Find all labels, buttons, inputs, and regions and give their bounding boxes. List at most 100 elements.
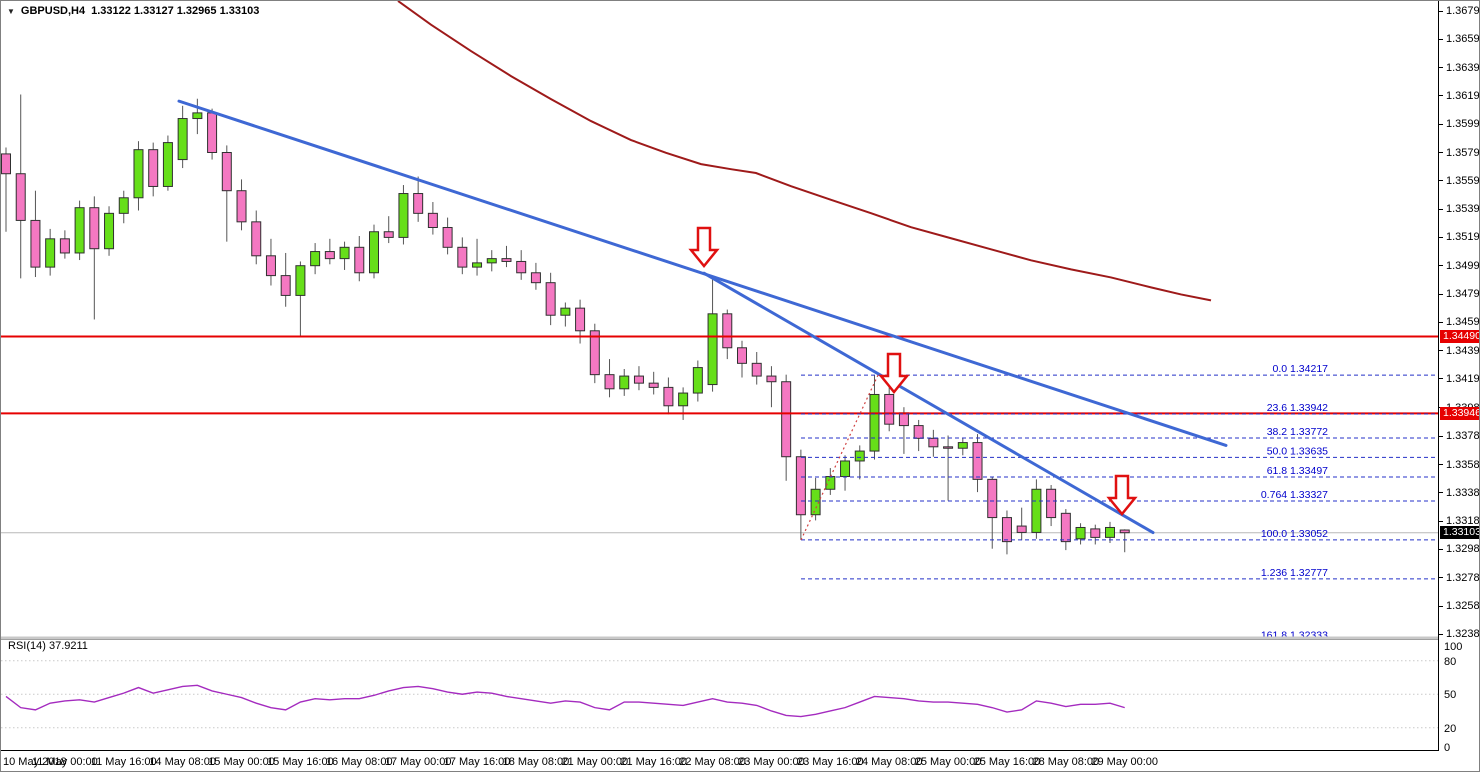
- candlestick-series: [1, 94, 1130, 555]
- price-tick-label: 1.35190: [1446, 231, 1480, 244]
- fib-level-label: 100.0 1.33052: [1261, 528, 1328, 540]
- price-tick-mark: [1439, 548, 1443, 550]
- rsi-tick-label: 100: [1444, 641, 1463, 653]
- bear-candle: [15, 173, 26, 221]
- price-tick-label: 1.32385: [1446, 628, 1480, 641]
- bear-candle: [236, 190, 247, 223]
- price-tick-mark: [1439, 265, 1443, 267]
- time-tick-label: 22 May 08:00: [679, 756, 746, 768]
- time-tick-label: 23 May 16:00: [796, 756, 864, 768]
- bear-candle: [604, 374, 615, 390]
- price-tick-label: 1.33785: [1446, 430, 1480, 443]
- chart-canvas: 0.0 1.34217 23.6 1.33942 38.2 1.33772 50.0 …: [1, 1, 1438, 755]
- price-tick-mark: [1439, 180, 1443, 182]
- trendline[interactable]: [702, 271, 1155, 535]
- bull-candle: [486, 258, 497, 264]
- bull-candle: [678, 392, 689, 407]
- main-chart-pane: [1, 1, 1438, 580]
- bear-candle: [501, 258, 512, 262]
- time-tick-label: 10 May 2018: [3, 756, 67, 768]
- bull-candle: [1105, 526, 1115, 538]
- bear-candle: [648, 382, 659, 388]
- bear-candle: [1, 153, 11, 175]
- bear-candle: [30, 219, 41, 268]
- price-tick-mark: [1439, 492, 1443, 494]
- rsi-tick-label: 0: [1444, 742, 1451, 754]
- bull-candle: [707, 313, 718, 386]
- price-tick-label: 1.36590: [1446, 33, 1480, 46]
- bear-candle: [663, 386, 674, 407]
- price-tick-mark: [1439, 577, 1443, 579]
- time-tick-label: 21 May 00:00: [561, 756, 629, 768]
- rsi-line: [5, 684, 1125, 718]
- bear-candle: [722, 313, 733, 349]
- price-tick-label: 1.32585: [1446, 600, 1480, 612]
- price-tick-mark: [1439, 321, 1443, 323]
- fib-anchor-line[interactable]: [800, 374, 879, 541]
- price-tick-mark: [1439, 435, 1443, 437]
- bear-candle: [884, 393, 895, 425]
- bear-candle: [530, 272, 541, 284]
- price-tick-mark: [1439, 123, 1443, 125]
- bear-candle: [575, 307, 586, 332]
- symbol-dropdown-icon[interactable]: ▼: [7, 6, 15, 16]
- bull-candle: [840, 460, 851, 478]
- bear-candle: [1046, 488, 1057, 519]
- bear-candle: [383, 231, 394, 238]
- price-tick-label: 1.32985: [1446, 543, 1480, 556]
- trendline[interactable]: [177, 99, 1228, 447]
- time-tick-label: 18 May 08:00: [502, 756, 570, 768]
- bear-candle: [251, 221, 262, 257]
- bear-candle: [221, 152, 232, 192]
- bear-candle: [987, 478, 998, 519]
- price-tick-label: 1.33385: [1446, 486, 1480, 499]
- price-axis: 1.36790 1.36590 1.36390 1.36190 1.35990 1.357…: [1438, 1, 1480, 754]
- rsi-tick-label: 20: [1444, 722, 1457, 735]
- bear-candle: [1016, 525, 1027, 533]
- price-tick-label: 1.34990: [1446, 259, 1480, 272]
- bull-candle: [810, 488, 821, 516]
- bull-candle: [869, 393, 880, 452]
- signal-down-arrow[interactable]: [688, 226, 720, 268]
- time-tick-label: 16 May 08:00: [325, 756, 393, 768]
- pane-splitter[interactable]: [1, 636, 1438, 640]
- bear-candle: [457, 246, 468, 268]
- fib-level-label: 23.6 1.33942: [1267, 402, 1328, 414]
- bear-candle: [265, 255, 276, 277]
- price-tick-mark: [1439, 633, 1443, 635]
- bear-candle: [207, 112, 218, 153]
- price-tick-mark: [1439, 350, 1443, 352]
- bull-candle: [1075, 526, 1086, 540]
- time-tick-label: 14 May 08:00: [149, 756, 216, 768]
- bull-candle: [45, 238, 56, 268]
- bear-candle: [1001, 517, 1012, 543]
- bear-candle: [354, 246, 365, 274]
- bear-candle: [1090, 528, 1101, 538]
- bear-candle: [413, 193, 424, 214]
- price-tick-label: 1.35590: [1446, 174, 1480, 187]
- price-tick-label: 1.34590: [1446, 316, 1480, 329]
- bear-candle: [795, 456, 806, 516]
- bear-candle: [781, 381, 792, 458]
- bear-candle: [545, 282, 556, 316]
- bear-candle: [913, 425, 924, 439]
- bear-candle: [59, 238, 70, 254]
- price-tick-label: 1.33585: [1446, 458, 1480, 471]
- chart-title: ▼ GBPUSD,H4 1.33122 1.33127 1.32965 1.33…: [7, 5, 259, 17]
- bear-candle: [89, 207, 100, 250]
- signal-down-arrow[interactable]: [1106, 474, 1138, 516]
- price-tick-label: 1.33185: [1446, 515, 1480, 528]
- signal-down-arrow[interactable]: [878, 352, 910, 394]
- bull-candle: [177, 118, 188, 161]
- bull-candle: [1031, 488, 1042, 533]
- bull-candle: [192, 112, 203, 120]
- time-tick-label: 17 May 00:00: [384, 756, 452, 768]
- bear-candle: [633, 375, 644, 384]
- time-tick-label: 11 May 00:00: [31, 756, 98, 768]
- price-tick-mark: [1439, 520, 1443, 522]
- bear-candle: [427, 212, 438, 228]
- bull-candle: [118, 197, 129, 214]
- bear-candle: [1060, 512, 1071, 543]
- fib-level-label: 0.764 1.33327: [1261, 489, 1328, 501]
